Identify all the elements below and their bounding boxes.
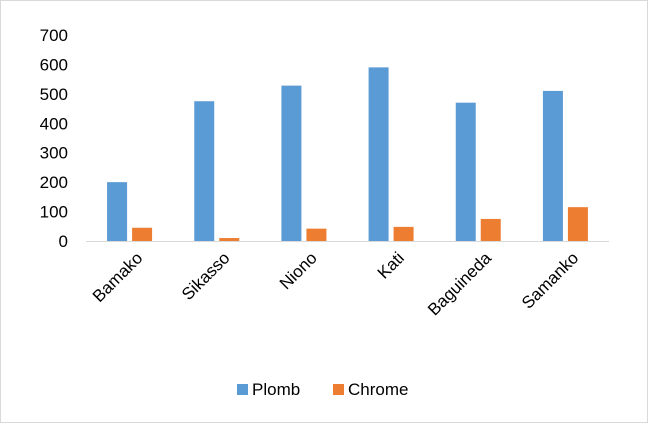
y-tick-label: 500: [40, 85, 68, 104]
x-axis: Bamako Sikasso Niono Kati Baguineda Samanko: [86, 241, 609, 319]
x-tick-label: Niono: [276, 248, 321, 293]
x-tick-label: Sikasso: [178, 248, 234, 304]
legend-swatch-plomb: [237, 384, 248, 395]
y-tick-label: 300: [40, 144, 68, 163]
bar-chrome-niono: [306, 228, 327, 241]
bar-chrome-bamako: [132, 227, 153, 241]
y-tick-label: 600: [40, 55, 68, 74]
x-tick-label: Kati: [374, 248, 408, 282]
bar-plomb-kati: [368, 67, 389, 241]
x-tick-label: Samanko: [518, 248, 582, 312]
bar-chrome-baguineda: [480, 218, 501, 241]
y-axis: 0 100 200 300 400 500 600 700: [40, 26, 68, 251]
legend-swatch-chrome: [333, 384, 344, 395]
x-tick-label: Bamako: [89, 248, 147, 306]
bar-plomb-samanko: [542, 90, 563, 242]
bar-chrome-kati: [393, 226, 414, 241]
legend: Plomb Chrome: [237, 380, 408, 399]
legend-label-chrome: Chrome: [348, 380, 408, 399]
bar-plomb-sikasso: [194, 101, 215, 241]
bar-plomb-bamako: [107, 182, 128, 241]
legend-label-plomb: Plomb: [252, 380, 300, 399]
bars: [107, 67, 588, 242]
y-tick-label: 200: [40, 173, 68, 192]
x-tick-label: Baguineda: [424, 248, 495, 319]
y-tick-label: 700: [40, 26, 68, 45]
bar-chrome-samanko: [567, 207, 588, 241]
bar-plomb-baguineda: [455, 102, 476, 241]
bar-plomb-niono: [281, 85, 302, 241]
bar-chrome-sikasso: [219, 238, 240, 241]
y-tick-label: 400: [40, 114, 68, 133]
y-tick-label: 100: [40, 203, 68, 222]
y-tick-label: 0: [59, 232, 68, 251]
